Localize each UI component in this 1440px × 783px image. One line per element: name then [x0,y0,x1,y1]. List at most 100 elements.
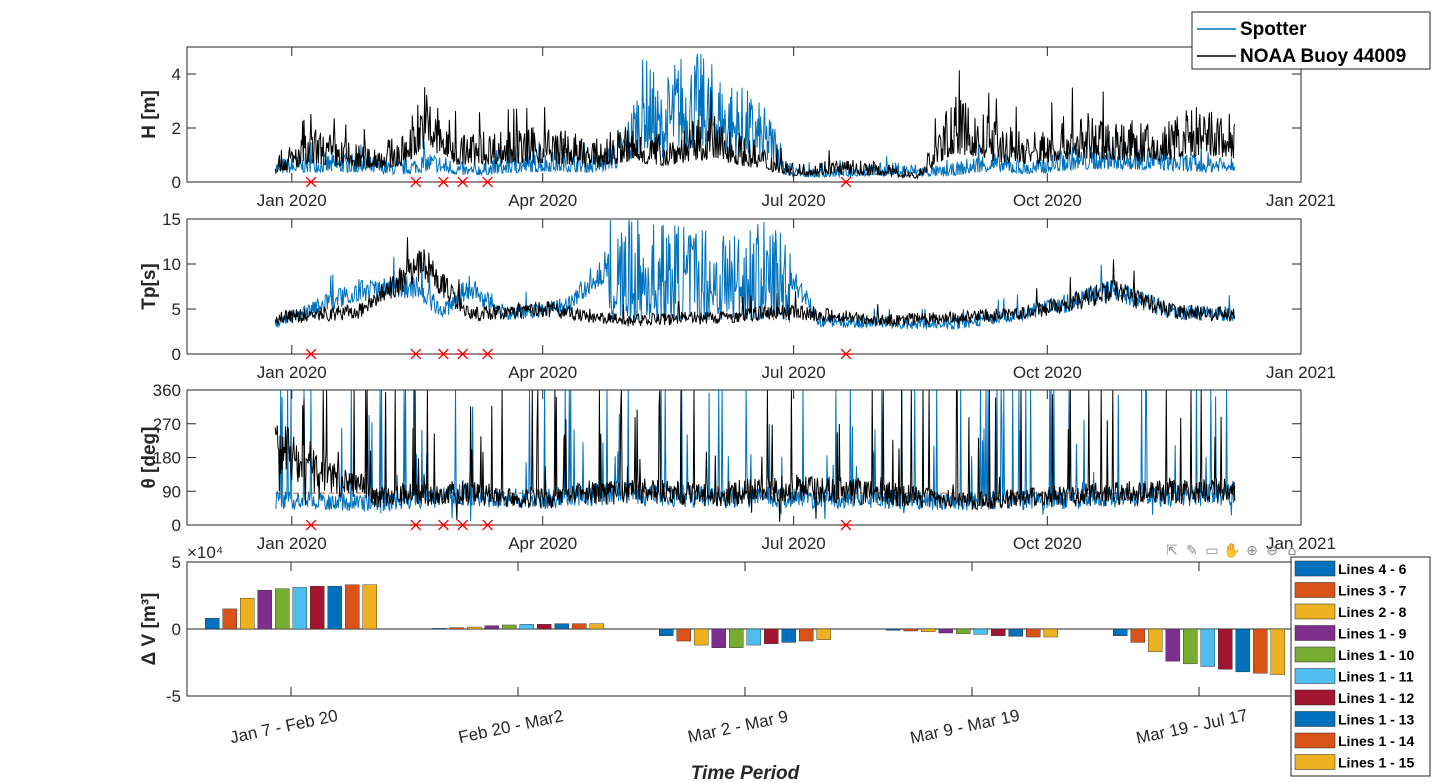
x-tick-label: Jan 2021 [1266,534,1336,553]
event-marker [304,348,319,360]
y-tick-label: 5 [172,300,181,319]
legend-label-noaa: NOAA Buoy 44009 [1240,46,1406,67]
y-tick-label: 10 [162,255,181,274]
marker-stroke [840,176,852,188]
legend-label: Lines 1 - 12 [1338,690,1414,706]
bar [467,626,482,630]
zoom-in-icon[interactable]: ⊕ [1246,543,1258,559]
legend-label: Lines 2 - 8 [1338,604,1407,620]
y-axis-label: θ [deg] [139,427,160,489]
pan-icon[interactable]: ✋ [1223,543,1241,559]
y-tick-label: 2 [172,119,181,138]
bar [799,628,814,642]
bar [903,628,918,632]
marker-stroke [438,519,449,531]
brush-icon[interactable]: ✎ [1186,543,1198,559]
x-axis-label: Time Period [691,763,800,783]
event-marker [304,519,319,531]
event-marker [436,176,451,188]
event-marker [408,348,423,360]
event-marker [304,176,319,188]
x-tick-label: Mar 19 - Jul 17 [1134,706,1249,748]
legend-label: Lines 1 - 15 [1338,755,1414,771]
y-axis-label: H [m] [139,90,160,139]
legend-swatch [1294,754,1336,770]
marker-stroke [457,176,469,188]
x-tick-label: Jan 2021 [1266,191,1336,210]
bar [973,628,988,635]
y-tick-label: 5 [172,553,181,572]
marker-stroke [457,348,469,360]
series-group [274,53,1236,180]
x-tick-label: Jan 2021 [1266,363,1336,382]
x-tick-label: Jan 7 - Feb 20 [228,706,339,747]
x-tick-label: Apr 2020 [508,534,577,553]
datatip-icon[interactable]: ▭ [1205,543,1219,559]
x-tick-label: Mar 2 - Mar 9 [686,707,790,747]
marker-stroke [438,348,449,360]
series-noaa-line [274,237,1236,327]
bar [781,628,796,643]
marker-stroke [305,348,317,360]
axes-box [186,46,1302,183]
x-tick-label: Apr 2020 [508,363,577,382]
legend-label: Lines 1 - 10 [1338,647,1414,663]
event-marker [455,176,470,188]
bar [991,628,1006,636]
bar [886,628,901,631]
panel-wave-height: 0 2 4 Jan 2020 Apr 2020 Jul 2020 Oct 2020 Jan 2… [139,46,1336,210]
bar [1165,628,1180,662]
legend-swatch [1294,646,1336,663]
bar [921,628,936,632]
marker-stroke [410,176,422,188]
legend-timeseries: Spotter NOAA Buoy 44009 [1191,11,1431,70]
bar [938,628,953,634]
y-tick-label: 90 [162,482,181,501]
bar [222,608,237,630]
bar [572,623,587,630]
legend-swatch [1294,711,1336,727]
marker-stroke [840,519,852,531]
bar [1218,628,1233,670]
bar [1148,628,1163,652]
bar [554,623,569,630]
y-tick-label: 15 [162,210,181,229]
export-icon[interactable]: ⇱ [1166,543,1178,559]
event-marker [455,519,470,531]
bar [519,624,534,630]
marker-stroke [840,348,852,360]
bar [764,628,779,644]
bar [205,618,220,630]
legend-label: Lines 1 - 13 [1338,712,1414,728]
marker-stroke [482,348,493,360]
marker-stroke [482,176,493,188]
bar [502,624,517,630]
y-tick-label: 0 [172,620,181,639]
event-marker [839,519,854,531]
bar [292,587,307,630]
bar [432,628,447,630]
legend-swatch [1294,603,1336,620]
y-axis-label: Δ V [m³] [139,593,160,666]
home-icon[interactable]: ⌂ [1287,543,1297,559]
event-marker [408,519,423,531]
x-tick-label: Jul 2020 [761,363,825,382]
event-marker [455,348,470,360]
bar [310,585,325,630]
legend-swatch [1294,582,1336,598]
bar [1043,628,1058,638]
bar [711,628,726,648]
zoom-out-icon[interactable]: ⊖ [1266,543,1278,559]
bar [257,589,272,630]
marker-stroke [410,348,422,360]
x-tick-label: Oct 2020 [1013,363,1082,382]
legend-bars: Lines 4 - 6 Lines 3 - 7 Lines 2 - 8 Lines 1… [1290,556,1431,777]
legend-label: Lines 1 - 9 [1338,626,1407,642]
x-tick-label: Jan 2020 [257,534,327,553]
bar [1200,628,1215,667]
bar [729,628,744,648]
y-tick-label: 270 [153,415,181,434]
x-tick-label: Jul 2020 [761,191,825,210]
legend-label-spotter: Spotter [1240,19,1307,40]
